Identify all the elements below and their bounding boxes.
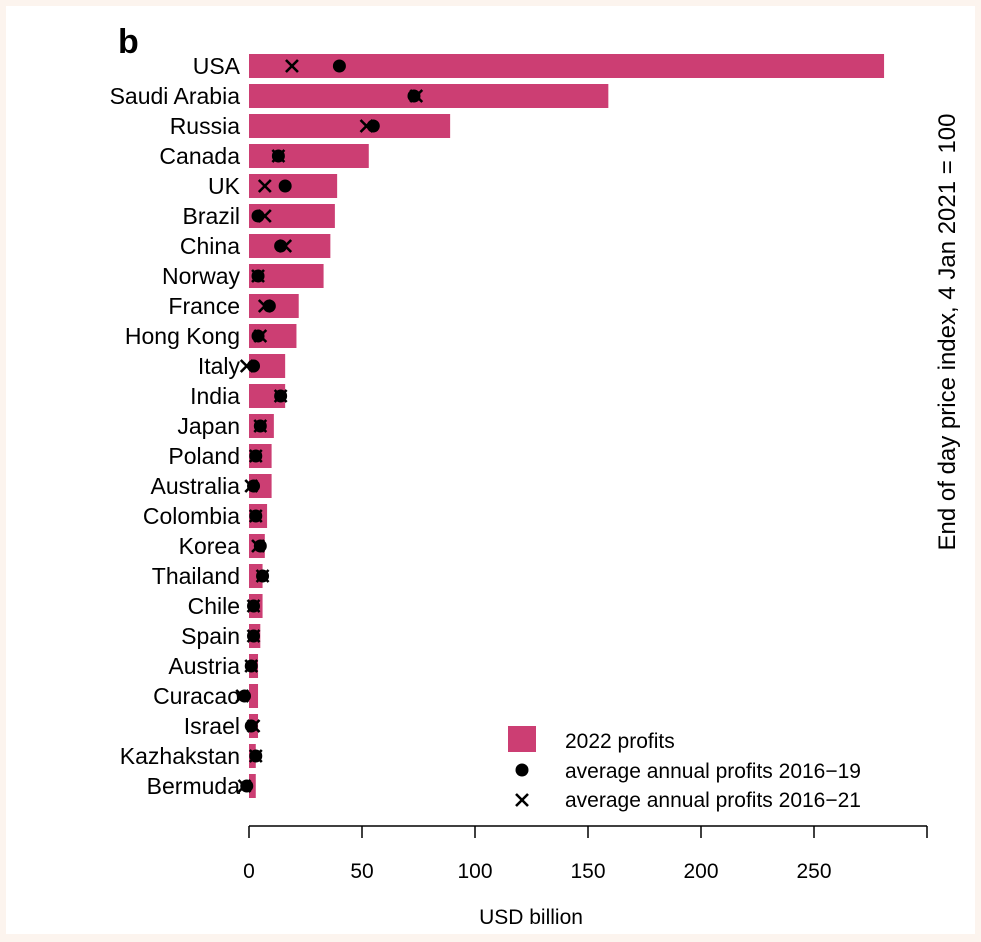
legend-swatch-cross — [515, 793, 529, 807]
cross-norway — [251, 269, 265, 283]
legend: 2022 profits average annual profits 2016−… — [508, 726, 861, 812]
cross-brazil — [257, 209, 272, 223]
legend-label: average annual profits 2016−21 — [565, 789, 861, 812]
cross-canada — [271, 149, 286, 163]
cross-chile — [246, 599, 261, 613]
dot-curacao — [237, 689, 251, 703]
bar-curacao — [249, 684, 259, 708]
cross-thailand — [255, 569, 270, 583]
dot-korea — [253, 539, 267, 553]
dot-australia — [247, 479, 261, 493]
bar-usa — [249, 54, 885, 78]
dot-france — [262, 299, 276, 313]
side-axis-title: End of day price index, 4 Jan 2021 = 100 — [934, 114, 961, 551]
category-label-israel: Israel — [184, 713, 240, 739]
cross-russia — [359, 119, 374, 133]
legend-label: average annual profits 2016−19 — [565, 760, 861, 783]
category-label-italy: Italy — [198, 353, 241, 379]
x-tick-label: 250 — [796, 860, 831, 883]
category-label-hong-kong: Hong Kong — [125, 323, 240, 349]
category-label-france: France — [168, 293, 240, 319]
cross-usa — [285, 59, 299, 73]
dot-israel — [244, 719, 258, 733]
cross-china — [278, 239, 293, 253]
cross-bermuda — [237, 779, 252, 793]
category-label-canada: Canada — [159, 143, 240, 169]
category-label-norway: Norway — [162, 263, 240, 289]
dot-usa — [332, 59, 346, 73]
cross-colombia — [248, 509, 263, 523]
cross-austria — [244, 659, 259, 673]
profits-chart: b USA Saudi Arabia Russia Canada UK Brazil Chi… — [110, 23, 961, 929]
cross-australia — [244, 479, 259, 493]
category-label-bermuda: Bermuda — [147, 773, 241, 799]
bar-russia — [249, 114, 451, 138]
cross-india — [273, 389, 288, 403]
category-label-spain: Spain — [181, 623, 240, 649]
x-tick-label: 200 — [683, 860, 718, 883]
category-label-india: India — [190, 383, 240, 409]
cross-poland — [248, 449, 263, 463]
dot-hong-kong — [251, 329, 265, 343]
chart-frame: b USA Saudi Arabia Russia Canada UK Brazil Chi… — [6, 6, 975, 934]
x-tick-label: 0 — [243, 860, 255, 883]
dot-russia — [366, 119, 380, 133]
cross-curacao — [235, 689, 250, 703]
category-label-australia: Australia — [151, 473, 241, 499]
category-label-chile: Chile — [188, 593, 240, 619]
cross-uk — [257, 179, 272, 193]
x-tick-label: 100 — [457, 860, 492, 883]
cross-italy — [239, 359, 254, 373]
cross-japan — [253, 419, 268, 433]
dot-uk — [278, 179, 292, 193]
cross-spain — [246, 629, 261, 643]
category-label-colombia: Colombia — [143, 503, 240, 529]
category-label-russia: Russia — [170, 113, 241, 139]
cross-hong-kong — [253, 329, 268, 343]
category-label-thailand: Thailand — [152, 563, 240, 589]
dot-saudi-arabia — [407, 89, 421, 103]
category-label-kazhakstan: Kazhakstan — [120, 743, 240, 769]
cross-korea — [251, 539, 265, 553]
bar-canada — [249, 144, 369, 168]
category-label-curacao: Curacao — [153, 683, 240, 709]
bar-layer — [249, 54, 885, 798]
category-labels: USA Saudi Arabia Russia Canada UK Brazil China… — [110, 53, 241, 799]
category-label-austria: Austria — [168, 653, 240, 679]
category-label-china: China — [180, 233, 240, 259]
category-label-uk: UK — [208, 173, 241, 199]
x-axis: 0 50 100 150 200 250 — [243, 825, 928, 883]
cross-israel — [246, 719, 261, 733]
category-label-usa: USA — [193, 53, 241, 79]
panel-label: b — [118, 23, 139, 61]
cross-kazhakstan — [248, 749, 263, 763]
legend-swatch-bar — [508, 726, 536, 752]
x-tick-label: 50 — [350, 860, 373, 883]
point-layer — [235, 59, 424, 793]
cross-france — [257, 299, 272, 313]
dot-brazil — [251, 209, 265, 223]
category-label-saudi-arabia: Saudi Arabia — [110, 83, 241, 109]
category-label-brazil: Brazil — [182, 203, 240, 229]
dot-china — [274, 239, 288, 253]
dot-italy — [247, 359, 261, 373]
category-label-poland: Poland — [168, 443, 240, 469]
bar-thailand — [249, 564, 263, 588]
category-label-japan: Japan — [177, 413, 240, 439]
bar-china — [249, 234, 331, 258]
x-tick-label: 150 — [570, 860, 605, 883]
bar-saudi-arabia — [249, 84, 609, 108]
x-axis-title: USD billion — [479, 906, 583, 929]
legend-label: 2022 profits — [565, 730, 675, 753]
dot-bermuda — [240, 779, 254, 793]
cross-saudi-arabia — [409, 89, 424, 103]
bar-uk — [249, 174, 338, 198]
category-label-korea: Korea — [179, 533, 241, 559]
legend-swatch-dot — [515, 763, 529, 777]
